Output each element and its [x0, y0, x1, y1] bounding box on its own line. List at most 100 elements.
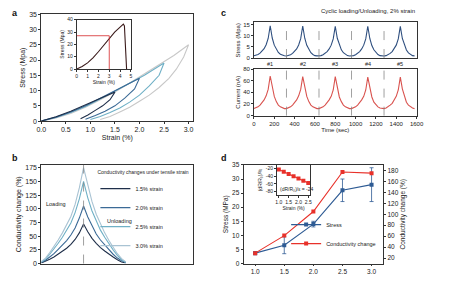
svg-text:0: 0 — [33, 260, 37, 267]
svg-text:30: 30 — [29, 26, 37, 33]
svg-text:10: 10 — [232, 232, 240, 239]
svg-text:140: 140 — [387, 189, 398, 196]
svg-text:15: 15 — [243, 22, 250, 28]
svg-text:Time (sec): Time (sec) — [321, 127, 349, 133]
svg-text:180: 180 — [387, 167, 398, 174]
svg-text:b: b — [12, 153, 18, 163]
svg-text:-40: -40 — [266, 173, 273, 179]
svg-text:1.5: 1.5 — [285, 199, 292, 205]
svg-text:1000: 1000 — [349, 121, 363, 127]
svg-text:1.5: 1.5 — [110, 126, 120, 133]
svg-text:2.5% strain: 2.5% strain — [135, 224, 163, 230]
svg-text:Stress (Mpa): Stress (Mpa) — [235, 23, 241, 57]
svg-text:80: 80 — [387, 221, 395, 228]
svg-text:25: 25 — [29, 246, 37, 253]
svg-text:Strain (%): Strain (%) — [282, 205, 305, 211]
svg-text:2: 2 — [97, 73, 100, 79]
svg-text:75: 75 — [29, 219, 37, 226]
svg-text:1: 1 — [86, 73, 89, 79]
svg-text:1.0: 1.0 — [251, 268, 260, 275]
svg-text:20: 20 — [67, 41, 73, 47]
svg-text:c: c — [221, 8, 226, 18]
svg-text:Loading: Loading — [46, 201, 66, 207]
svg-text:50: 50 — [29, 233, 37, 240]
svg-text:35: 35 — [232, 161, 240, 168]
svg-text:35: 35 — [29, 11, 37, 18]
svg-text:#3: #3 — [332, 61, 338, 67]
svg-text:d: d — [221, 153, 227, 163]
svg-text:Current (nA): Current (nA) — [235, 76, 241, 109]
svg-text:175: 175 — [25, 164, 37, 171]
svg-text:1.0: 1.0 — [86, 126, 96, 133]
svg-text:2.5: 2.5 — [159, 126, 169, 133]
svg-text:0.5: 0.5 — [61, 126, 71, 133]
svg-text:40: 40 — [243, 89, 250, 95]
svg-text:-20: -20 — [266, 165, 273, 171]
svg-text:40: 40 — [387, 243, 395, 250]
svg-text:30: 30 — [67, 29, 73, 35]
svg-text:-60: -60 — [266, 181, 273, 187]
svg-text:15: 15 — [232, 218, 240, 225]
svg-text:60: 60 — [243, 78, 250, 84]
svg-text:1.5% strain: 1.5% strain — [135, 186, 163, 192]
svg-text:30: 30 — [232, 175, 240, 182]
svg-text:400: 400 — [290, 121, 301, 127]
svg-text:20: 20 — [232, 203, 240, 210]
svg-text:0: 0 — [33, 118, 37, 125]
svg-text:Stress (Mpa): Stress (Mpa) — [19, 48, 27, 88]
svg-text:Stress (Mpa): Stress (Mpa) — [59, 30, 65, 59]
svg-text:Conductivity change (%): Conductivity change (%) — [399, 179, 407, 249]
svg-text:Stress (MPa): Stress (MPa) — [222, 195, 230, 233]
svg-text:#2: #2 — [300, 61, 306, 67]
svg-text:100: 100 — [25, 205, 37, 212]
svg-text:4: 4 — [119, 73, 122, 79]
svg-text:20: 20 — [243, 101, 250, 107]
svg-text:5: 5 — [236, 246, 240, 253]
svg-text:0: 0 — [247, 55, 251, 61]
svg-text:Conductivity changes under ten: Conductivity changes under tensile strai… — [97, 169, 188, 175]
svg-text:Strain (%): Strain (%) — [93, 79, 116, 85]
svg-text:0.0: 0.0 — [36, 126, 46, 133]
svg-text:10: 10 — [67, 53, 73, 59]
svg-text:2.0: 2.0 — [295, 199, 302, 205]
svg-text:-80: -80 — [266, 188, 273, 194]
svg-text:3.0: 3.0 — [367, 268, 376, 275]
svg-text:20: 20 — [387, 254, 395, 261]
svg-text:80: 80 — [243, 66, 250, 72]
svg-text:1600: 1600 — [410, 121, 424, 127]
svg-text:0: 0 — [252, 121, 256, 127]
svg-text:5: 5 — [247, 44, 251, 50]
svg-text:0: 0 — [75, 73, 78, 79]
svg-text:1400: 1400 — [390, 121, 404, 127]
svg-text:10: 10 — [243, 33, 250, 39]
svg-text:100: 100 — [387, 211, 398, 218]
svg-text:0: 0 — [236, 260, 240, 267]
svg-text:Cyclic loading/Unloading, 2% s: Cyclic loading/Unloading, 2% strain — [321, 8, 415, 14]
svg-text:25: 25 — [232, 189, 240, 196]
svg-text:160: 160 — [387, 178, 398, 185]
svg-text:800: 800 — [330, 121, 341, 127]
svg-text:150: 150 — [25, 178, 37, 185]
svg-text:2.0: 2.0 — [135, 126, 145, 133]
svg-text:1200: 1200 — [369, 121, 383, 127]
svg-text:5: 5 — [130, 73, 133, 79]
svg-text:3.0: 3.0 — [184, 126, 194, 133]
svg-text:(dR/R₀)/ε = -24: (dR/R₀)/ε = -24 — [280, 186, 314, 192]
svg-text:600: 600 — [310, 121, 321, 127]
svg-text:#4: #4 — [365, 61, 371, 67]
svg-text:(dR/R₀)/%: (dR/R₀)/% — [257, 168, 263, 191]
svg-text:3: 3 — [108, 73, 111, 79]
svg-text:Conductivity change (%): Conductivity change (%) — [15, 176, 23, 252]
svg-text:#1: #1 — [267, 61, 273, 67]
svg-text:2.0: 2.0 — [309, 268, 318, 275]
svg-text:200: 200 — [269, 121, 280, 127]
svg-text:Conductivity change: Conductivity change — [326, 241, 376, 247]
svg-text:2.0% strain: 2.0% strain — [135, 205, 163, 211]
svg-text:15: 15 — [29, 72, 37, 79]
svg-text:1.5: 1.5 — [280, 268, 289, 275]
svg-text:2.5: 2.5 — [338, 268, 347, 275]
svg-text:2.5: 2.5 — [305, 199, 312, 205]
svg-text:Unloading: Unloading — [107, 218, 132, 224]
svg-text:#5: #5 — [397, 61, 403, 67]
svg-text:60: 60 — [387, 232, 395, 239]
